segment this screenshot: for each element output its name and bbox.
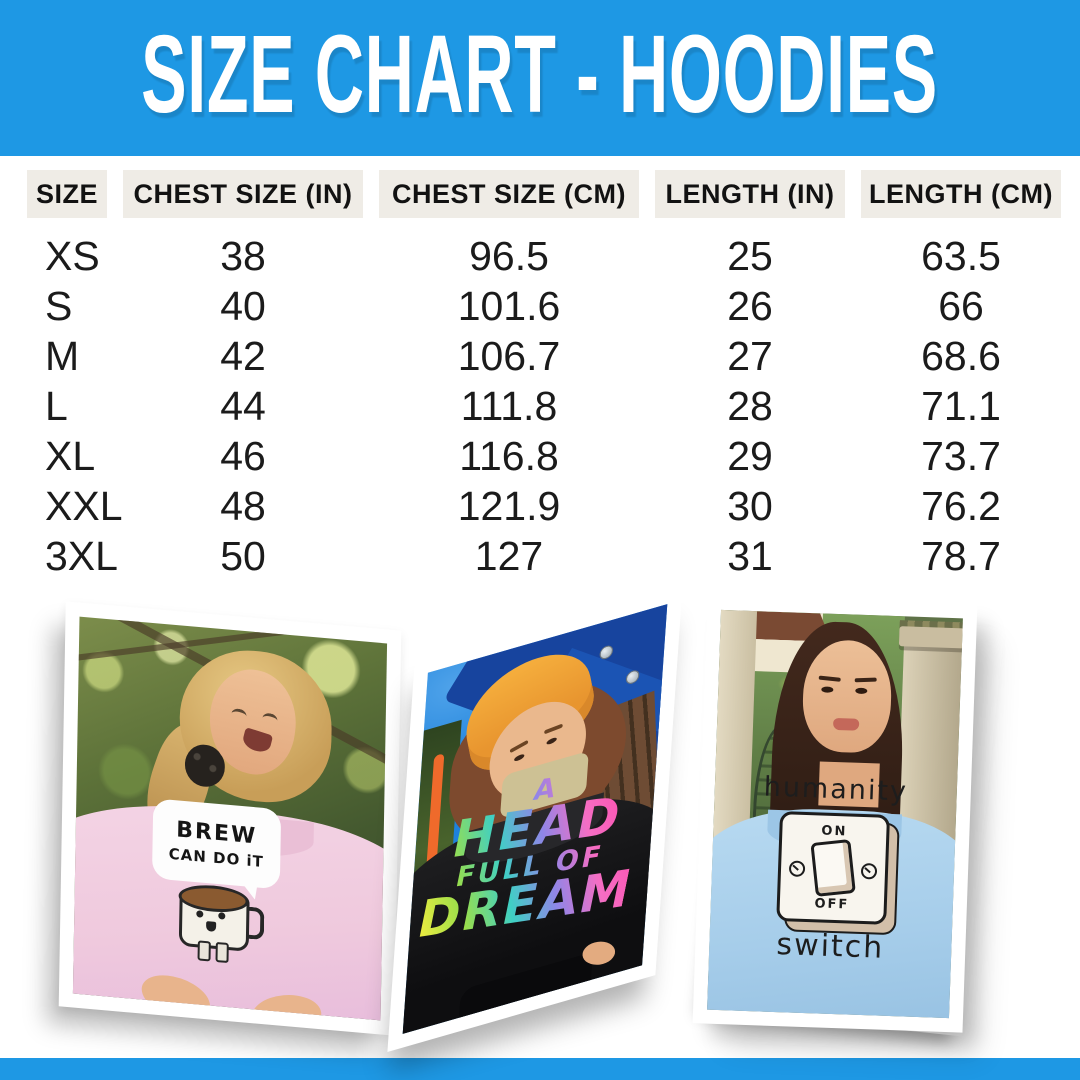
forest-background: BREW CAN DO iT [72,616,388,1021]
chest-cm-value: 116.8 [459,432,559,479]
mug-eye [217,911,226,920]
table-row-3xl: 3XL 50 127 31 78.7 [27,531,1053,581]
light-switch-icon: ON OFF [776,811,891,925]
chest-in-value: 40 [220,282,266,329]
column-header-chest-cm: CHEST SIZE (CM) [379,170,639,218]
chest-cm-value: 121.9 [457,482,561,529]
table-row-xs: XS 38 96.5 25 63.5 [27,231,1053,281]
size-label: XXL [45,482,123,529]
length-cm-value: 68.6 [921,332,1001,379]
footer-banner [0,1058,1080,1080]
closed-eye [230,706,248,722]
mug-mouth [205,920,216,932]
chest-cm-value: 127 [474,532,544,579]
length-cm-value: 63.5 [921,232,1001,279]
length-in-value: 29 [727,432,773,479]
closed-eye [261,711,279,727]
screw-icon [788,860,806,877]
pillar-cap [898,626,963,649]
size-label: XS [45,232,100,279]
eye [821,686,834,693]
lips [833,718,860,732]
table-row-l: L 44 111.8 28 71.1 [27,381,1053,431]
kangaroo-pocket [457,952,594,1034]
chest-cm-value: 111.8 [460,382,558,429]
page-title: SIZE CHART - HOODIES [141,12,939,136]
column-header-size: SIZE [27,170,107,218]
chest-cm-value: 101.6 [457,282,561,329]
length-cm-value: 73.7 [921,432,1001,479]
table-row-s: S 40 101.6 26 66 [27,281,1053,331]
slogan-line: BREW [176,817,258,850]
eye [546,736,558,747]
table-row-xxl: XXL 48 121.9 30 76.2 [27,481,1053,531]
chest-cm-value: 106.7 [457,332,561,379]
size-label: XL [45,432,96,479]
humanity-switch-graphic: humanity ON OFF switch [709,770,957,968]
size-table: SIZE CHEST SIZE (IN) CHEST SIZE (CM) LEN… [27,170,1061,581]
length-in-value: 25 [727,232,773,279]
mug-leg [215,941,229,963]
table-header-row: SIZE CHEST SIZE (IN) CHEST SIZE (CM) LEN… [27,170,1061,218]
mug-handle [245,906,265,940]
chest-in-value: 50 [220,532,266,579]
table-row-xl: XL 46 116.8 29 73.7 [27,431,1053,481]
table-body: XS 38 96.5 25 63.5 S 40 101.6 26 66 M 42… [27,231,1053,581]
switch-toggle [810,839,856,897]
eye [855,687,868,695]
mug-leg [197,940,211,962]
column-header-length-cm: LENGTH (CM) [861,170,1061,218]
table-row-m: M 42 106.7 27 68.6 [27,331,1053,381]
column-header-chest-in: CHEST SIZE (IN) [123,170,363,218]
polaroid-black-hoodie: A HEAD FULL OF DREAMS [387,586,683,1052]
size-label: M [45,332,80,379]
speech-bubble-graphic: BREW CAN DO iT [151,798,282,890]
eyebrow [509,740,528,754]
chest-in-value: 48 [220,482,266,529]
size-label: 3XL [45,532,118,579]
chest-in-value: 46 [220,432,266,479]
header-banner: SIZE CHART - HOODIES [0,0,1080,156]
length-in-value: 28 [727,382,773,429]
polaroid-blue-hoodie: humanity ON OFF switch [692,595,978,1033]
eye [514,753,525,763]
length-cm-value: 78.7 [921,532,1001,579]
eyebrow [854,677,877,683]
switch-on-label: ON [821,823,848,840]
eyebrow [818,675,841,682]
length-cm-value: 76.2 [921,482,1001,529]
street-background: humanity ON OFF switch [707,609,963,1019]
polaroid-pink-hoodie: BREW CAN DO iT [58,601,402,1036]
laughing-mouth [241,727,274,755]
coffee-mug-icon [178,882,265,963]
length-cm-value: 66 [938,282,984,329]
chest-in-value: 42 [220,332,266,379]
length-in-value: 26 [727,282,773,329]
chest-cm-value: 96.5 [469,232,549,279]
chest-in-value: 38 [220,232,266,279]
switch-off-label: OFF [814,896,850,913]
length-in-value: 30 [727,482,773,529]
eyebrow [543,723,563,735]
length-in-value: 27 [727,332,773,379]
mug-eye [195,910,204,918]
column-header-length-in: LENGTH (IN) [655,170,845,218]
size-label: L [45,382,68,429]
size-label: S [45,282,73,329]
playground-background: A HEAD FULL OF DREAMS [402,604,668,1034]
screw-icon [860,862,878,880]
length-cm-value: 71.1 [921,382,1001,429]
length-in-value: 31 [727,532,773,579]
chest-in-value: 44 [220,382,266,429]
